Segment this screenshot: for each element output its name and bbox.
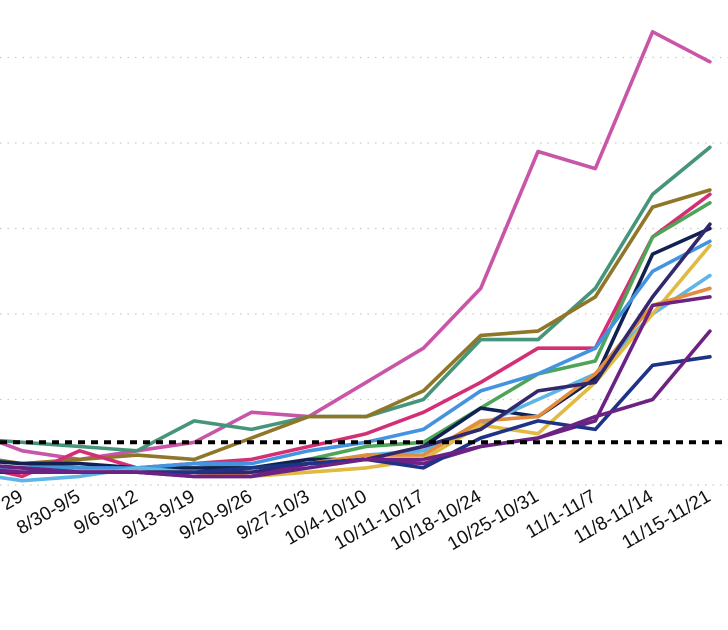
series-line-7 (0, 239, 712, 470)
series-line-3 (0, 188, 712, 466)
series-line-14 (0, 329, 712, 479)
x-tick-label-1: 8/30-9/5 (13, 486, 84, 539)
gridlines (0, 56, 728, 486)
series-line-4 (0, 192, 712, 479)
series-lines (0, 29, 712, 483)
x-axis-tick-labels: 298/30-9/59/6-9/129/13-9/199/20-9/269/27… (0, 486, 714, 555)
series-line-6 (0, 226, 712, 470)
x-tick-label-0: 29 (0, 486, 27, 515)
series-line-1 (0, 29, 712, 462)
